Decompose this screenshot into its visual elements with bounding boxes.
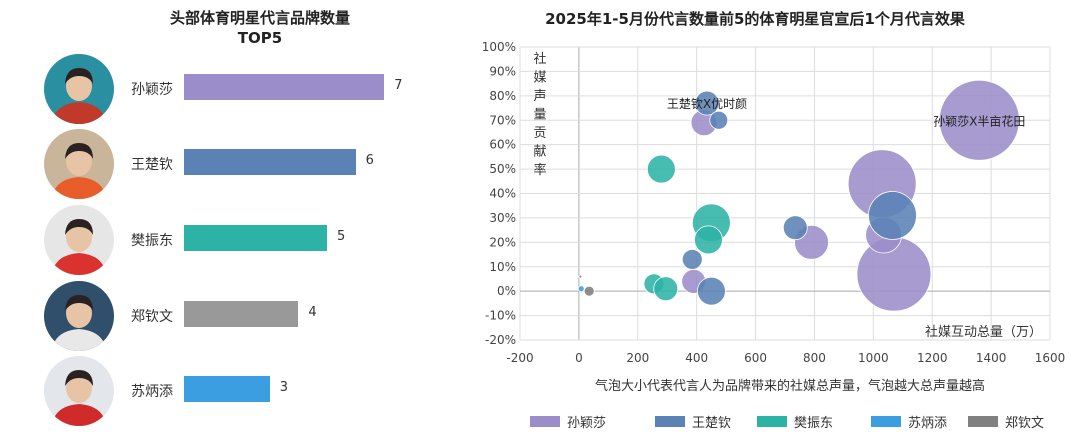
- bar-value-label: 7: [394, 78, 403, 93]
- y-tick-label: 90%: [489, 64, 516, 78]
- y-tick-label: 30%: [489, 211, 516, 225]
- y-axis-label-char: 声: [533, 89, 546, 104]
- athlete-avatar: [44, 356, 114, 426]
- athlete-name-label: 苏炳添: [131, 384, 173, 400]
- legend-swatch: [530, 416, 560, 427]
- bubble: [583, 285, 595, 297]
- legend-swatch: [871, 416, 901, 427]
- bubble: [577, 285, 585, 293]
- bubble: [646, 154, 676, 184]
- y-tick-label: 80%: [489, 89, 516, 103]
- x-tick-label: 600: [744, 351, 767, 365]
- bar-value-label: 4: [308, 305, 317, 320]
- bubble: [938, 79, 1020, 161]
- bar-row: 王楚钦 6: [0, 129, 430, 199]
- x-tick-label: 1400: [976, 351, 1007, 365]
- x-tick-label: 1200: [917, 351, 948, 365]
- bubble: [653, 276, 679, 302]
- bar: [184, 225, 327, 251]
- legend-label: 苏炳添: [908, 415, 947, 431]
- bubble: [681, 249, 703, 270]
- y-axis-label-char: 社: [533, 51, 546, 67]
- athlete-avatar: [44, 54, 114, 124]
- x-tick-label: 400: [685, 351, 708, 365]
- y-tick-label: 0%: [497, 284, 516, 298]
- y-axis-label-char: 献: [533, 145, 546, 160]
- bubble: [578, 274, 583, 279]
- y-tick-label: 100%: [482, 40, 516, 54]
- y-tick-label: 40%: [489, 187, 516, 201]
- bar: [184, 376, 270, 402]
- legend-label: 郑钦文: [1005, 416, 1044, 431]
- bar-value-label: 6: [365, 153, 374, 168]
- x-tick-label: 200: [626, 351, 649, 365]
- bar-chart-title-line2: TOP5: [237, 29, 283, 47]
- legend-label: 樊振东: [794, 416, 833, 431]
- bubble-chart: -200 0 200 400 600 800 1000 1200 1400 1600 -20% -10…: [482, 40, 1066, 431]
- legend-swatch: [655, 416, 685, 427]
- legend-label: 孙颖莎: [567, 416, 606, 431]
- bubble-size-note: 气泡大小代表代言人为品牌带来的社媒总声量，气泡越大总声量越高: [595, 378, 985, 394]
- x-tick-label: -200: [506, 351, 533, 365]
- x-tick-label: 800: [803, 351, 826, 365]
- bubble: [694, 90, 720, 116]
- brand-count-chart: 头部体育明星代言品牌数量 TOP5 孙颖莎 7 王楚钦 6 樊振东 5 郑钦文 4 苏炳添 3: [0, 0, 430, 432]
- bar-row: 孙颖莎 7: [0, 54, 430, 124]
- bar-chart-title: 头部体育明星代言品牌数量 TOP5: [150, 8, 370, 48]
- bar: [184, 149, 356, 175]
- y-tick-label: 70%: [489, 113, 516, 127]
- bubble: [782, 215, 808, 241]
- athlete-name-label: 王楚钦: [131, 157, 173, 173]
- y-axis-label-char: 媒: [533, 71, 546, 86]
- y-tick-label: 20%: [489, 235, 516, 249]
- athlete-avatar: [44, 281, 114, 351]
- x-tick-label: 0: [575, 351, 583, 365]
- bar-row: 郑钦文 4: [0, 281, 430, 351]
- athlete-name-label: 樊振东: [131, 233, 173, 249]
- y-tick-label: 50%: [489, 162, 516, 176]
- athlete-name-label: 孙颖莎: [131, 82, 173, 98]
- x-tick-label: 1000: [858, 351, 889, 365]
- y-tick-label: 10%: [489, 260, 516, 274]
- y-axis-label-char: 率: [533, 162, 546, 178]
- athlete-name-label: 郑钦文: [131, 309, 173, 325]
- legend-label: 王楚钦: [692, 416, 731, 431]
- bubble: [868, 191, 917, 240]
- bubble: [694, 225, 723, 255]
- bubble-chart-panel: 2025年1-5月份代言数量前5的体育明星官宣后1个月代言效果 -200 0 200…: [430, 0, 1080, 432]
- bubble-annotation: 王楚钦X优时颜: [667, 96, 747, 111]
- bar: [184, 301, 299, 327]
- bar-value-label: 5: [337, 229, 346, 244]
- x-axis-label: 社媒互动总量（万）: [925, 324, 1042, 340]
- y-axis-label-char: 量: [533, 108, 546, 123]
- legend-swatch: [757, 416, 787, 427]
- bubble-annotation: 孙颖莎X半亩花田: [933, 113, 1025, 128]
- y-tick-label: -10%: [485, 309, 516, 323]
- athlete-avatar: [44, 129, 114, 199]
- bar-chart-title-line1: 头部体育明星代言品牌数量: [169, 9, 350, 27]
- bubble: [709, 110, 729, 130]
- y-axis-label-char: 贡: [533, 126, 546, 141]
- legend-swatch: [968, 416, 998, 427]
- bar-value-label: 3: [279, 380, 289, 395]
- x-tick-label: 1600: [1035, 351, 1066, 365]
- y-tick-label: 60%: [489, 138, 516, 152]
- bar-row: 苏炳添 3: [0, 356, 430, 426]
- bar-row: 樊振东 5: [0, 205, 430, 275]
- bubble: [696, 276, 726, 306]
- bar: [184, 74, 385, 100]
- athlete-avatar: [44, 205, 114, 275]
- y-tick-label: -20%: [485, 333, 516, 347]
- bubble-chart-title: 2025年1-5月份代言数量前5的体育明星官宣后1个月代言效果: [545, 10, 965, 28]
